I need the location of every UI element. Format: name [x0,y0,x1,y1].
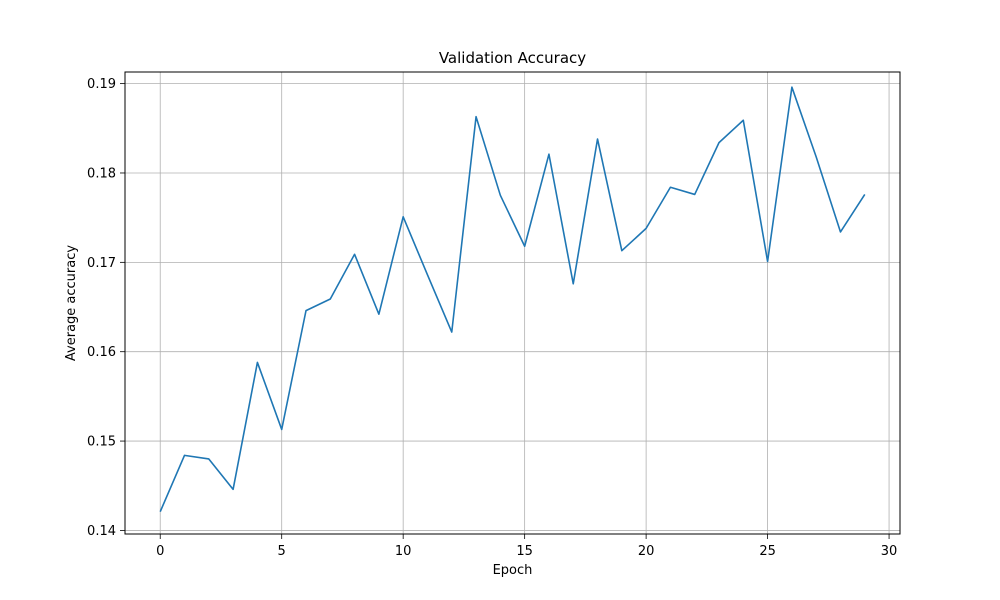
x-tick-label: 20 [638,544,655,559]
chart-title: Validation Accuracy [439,49,586,67]
y-tick-label: 0.17 [87,256,116,271]
y-axis-label: Average accuracy [64,245,79,361]
x-tick-label: 25 [759,544,776,559]
y-tick-label: 0.18 [87,166,116,181]
y-axis-ticks: 0.14 0.15 0.16 0.17 0.18 0.19 [87,77,125,539]
x-axis-ticks: 0 5 10 15 20 25 30 [156,534,897,559]
x-tick-label: 5 [278,544,286,559]
x-axis-label: Epoch [493,563,533,578]
y-tick-label: 0.19 [87,77,116,92]
plot-frame [124,71,901,535]
x-tick-label: 15 [516,544,533,559]
x-tick-label: 10 [395,544,412,559]
series-layer [159,86,866,512]
y-tick-label: 0.16 [87,345,116,360]
x-tick-label: 0 [156,544,164,559]
y-tick-label: 0.14 [87,524,116,539]
series-line [159,86,866,512]
x-tick-label: 30 [881,544,898,559]
y-tick-label: 0.15 [87,435,116,450]
grid-lines [125,72,900,534]
